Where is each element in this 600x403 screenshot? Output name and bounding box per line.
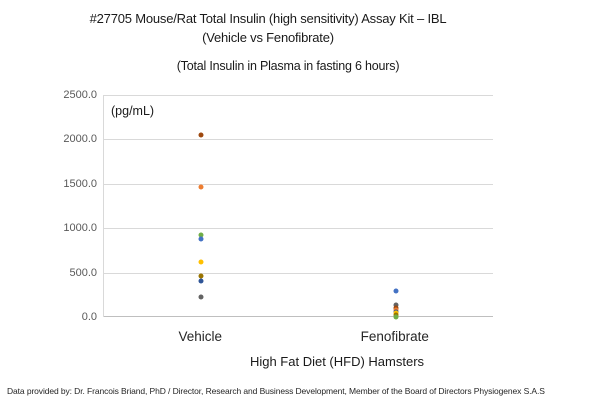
plot-area: (pg/mL) <box>103 95 493 320</box>
data-point <box>198 278 204 284</box>
y-tick-label: 2500.0 <box>63 89 97 101</box>
data-point <box>198 294 204 300</box>
y-tick-label: 2000.0 <box>63 133 97 146</box>
gridline <box>104 183 493 185</box>
gridline <box>104 316 493 317</box>
data-point <box>198 232 204 238</box>
gridline <box>104 95 493 96</box>
data-point <box>198 259 204 264</box>
footer-credit: Data provided by: Dr. Francois Briand, P… <box>7 386 545 396</box>
y-tick-label: 1500.0 <box>63 177 97 190</box>
data-point <box>198 236 204 242</box>
unit-label: (pg/mL) <box>111 104 155 118</box>
gridline <box>104 272 493 274</box>
chart-title-line1: #27705 Mouse/Rat Total Insulin (high sen… <box>89 11 447 26</box>
y-axis: 2500.0 2000.0 1500.0 1000.0 500.0 0.0 <box>0 89 97 323</box>
data-point <box>393 314 399 320</box>
data-point <box>198 184 204 190</box>
data-point <box>198 273 204 279</box>
data-point <box>198 132 204 138</box>
chart-subtitle: (Total Insulin in Plasma in fasting 6 ho… <box>176 59 400 73</box>
x-axis-title: High Fat Diet (HFD) Hamsters <box>249 354 425 369</box>
y-tick-label: 1000.0 <box>63 222 97 235</box>
y-tick-label: 0.0 <box>81 311 97 323</box>
gridline <box>104 228 493 230</box>
chart-title: #27705 Mouse/Rat Total Insulin (high sen… <box>0 9 536 47</box>
gridline <box>104 139 493 141</box>
chart-title-line2: (Vehicle vs Fenofibrate) <box>202 30 334 45</box>
data-point <box>393 288 399 294</box>
x-axis-category-labels: Vehicle Fenofibrate <box>103 329 492 347</box>
category-label-fenofibrate: Fenofibrate <box>360 329 429 344</box>
category-label-vehicle: Vehicle <box>178 329 223 344</box>
y-tick-label: 500.0 <box>69 266 97 279</box>
